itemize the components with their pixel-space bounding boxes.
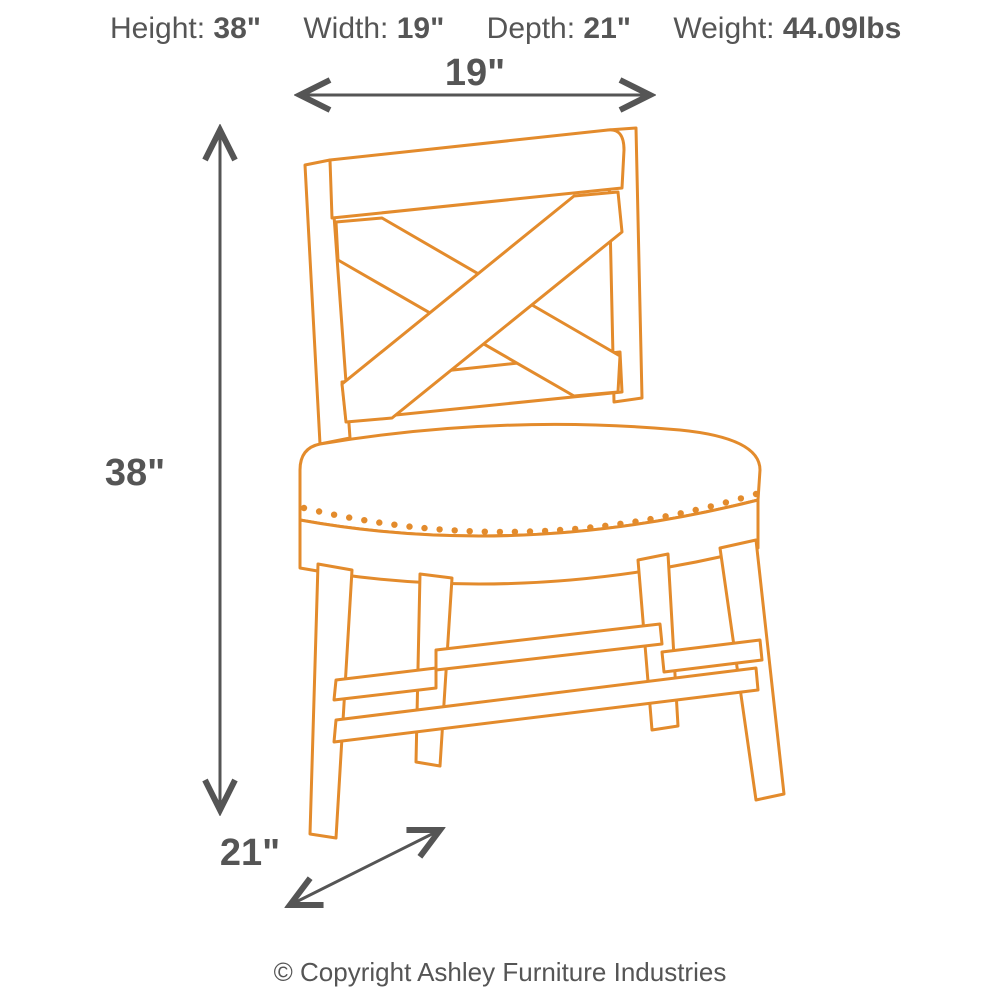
depth-dimension-label: 21"	[220, 832, 280, 874]
diagram-canvas: 19" 38" 21"	[0, 0, 1000, 1000]
chair-illustration	[300, 128, 784, 838]
height-dimension-label: 38"	[105, 452, 165, 494]
width-dimension-label: 19"	[445, 52, 505, 94]
chair-diagram-svg: 19" 38" 21"	[0, 0, 1000, 1000]
copyright-text: © Copyright Ashley Furniture Industries	[0, 957, 1000, 988]
